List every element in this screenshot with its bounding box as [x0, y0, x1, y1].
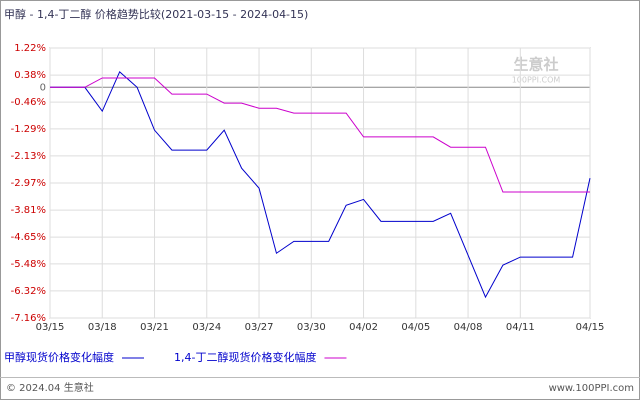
legend-label: 甲醇现货价格变化幅度	[4, 350, 114, 364]
x-tick-label: 04/08	[454, 322, 483, 333]
y-tick-label: 0.38%	[14, 70, 46, 81]
x-tick-label: 03/27	[245, 322, 274, 333]
watermark: 生意社	[513, 56, 558, 74]
legend-label: 1,4-丁二醇现货价格变化幅度	[174, 350, 316, 364]
x-tick-label: 03/15	[36, 322, 65, 333]
x-tick-label: 04/02	[349, 322, 378, 333]
y-tick-label: -7.16%	[11, 313, 46, 324]
x-tick-label: 03/18	[88, 322, 117, 333]
y-tick-label: -6.32%	[11, 286, 46, 297]
y-tick-label: -3.81%	[11, 205, 46, 216]
y-tick-label: 1.22%	[14, 43, 46, 54]
y-tick-label: -0.46%	[11, 97, 46, 108]
x-tick-label: 03/30	[297, 322, 326, 333]
footer-right: www.100PPI.com	[549, 383, 634, 394]
x-tick-label: 04/15	[576, 322, 605, 333]
x-tick-label: 03/21	[140, 322, 169, 333]
y-tick-label: -4.65%	[11, 232, 46, 243]
y-tick-label: -1.29%	[11, 124, 46, 135]
footer-left: © 2024.04 生意社	[6, 381, 94, 394]
y-tick-label: -2.97%	[11, 178, 46, 189]
watermark-sub: 100PPI.COM	[512, 76, 561, 85]
y-tick-label: -2.13%	[11, 151, 46, 162]
chart-title: 甲醇 - 1,4-丁二醇 价格趋势比较(2021-03-15 - 2024-04…	[4, 7, 308, 21]
y-tick-label: 0	[40, 82, 46, 93]
x-tick-label: 04/05	[401, 322, 430, 333]
series-line	[50, 71, 591, 299]
x-tick-label: 04/11	[506, 322, 535, 333]
series-line	[50, 77, 590, 193]
x-tick-label: 03/24	[192, 322, 221, 333]
y-tick-label: -5.48%	[11, 259, 46, 270]
